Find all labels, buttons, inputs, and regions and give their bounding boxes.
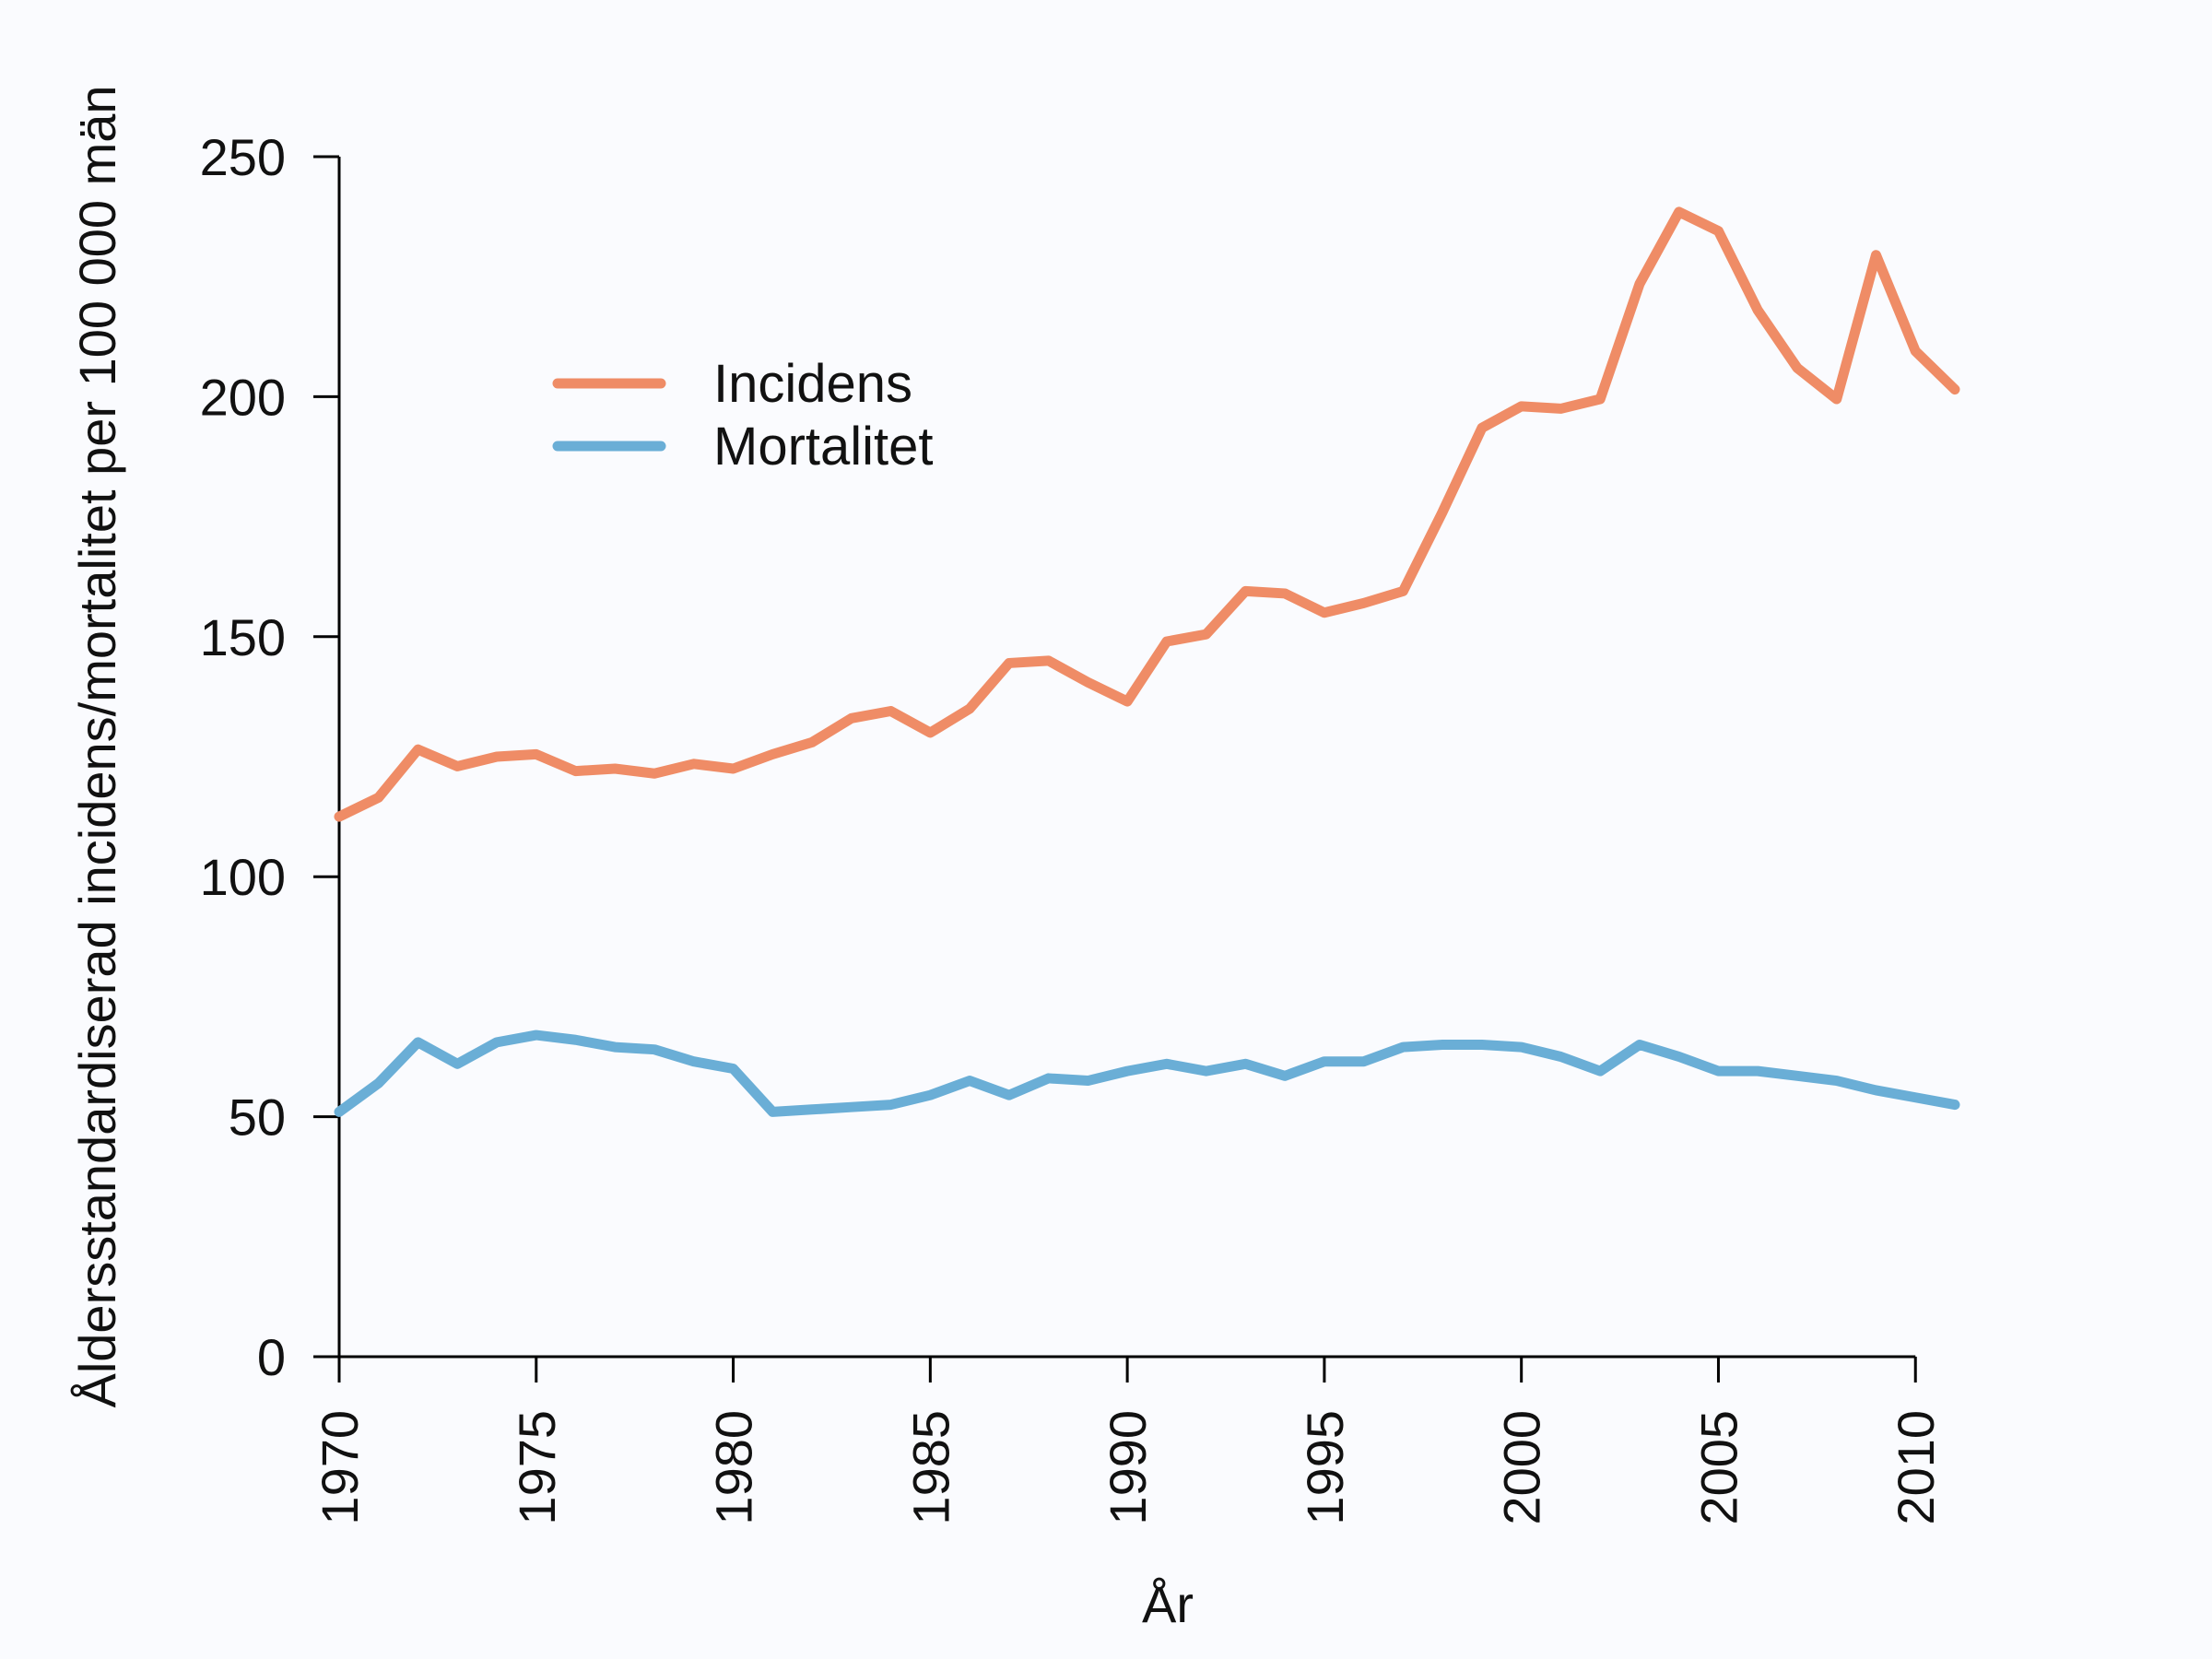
y-tick-label: 100 — [200, 848, 286, 906]
x-tick-label: 1995 — [1296, 1410, 1354, 1525]
y-tick-label: 250 — [200, 128, 286, 186]
series-line-incidens — [334, 206, 1960, 822]
series-line-mortalitet — [334, 1030, 1960, 1117]
series-layer — [334, 206, 1960, 1117]
axes: 0 50 100 150 200 250 1970 1975 1980 1985 1990 1995 2… — [200, 128, 1946, 1525]
y-axis-title: Åldersstandardiserad incidens/mortalitet… — [68, 85, 126, 1407]
x-tick-label: 1970 — [311, 1410, 369, 1525]
x-tick-label: 1990 — [1099, 1410, 1157, 1525]
x-tick-label: 2010 — [1887, 1410, 1945, 1525]
x-tick-label: 1975 — [508, 1410, 566, 1525]
y-tick-label: 50 — [229, 1088, 286, 1147]
x-tick-label: 2005 — [1689, 1410, 1747, 1525]
y-tick-label: 0 — [257, 1328, 286, 1386]
legend-label-incidens: Incidens — [713, 354, 912, 414]
x-tick-label: 2000 — [1493, 1410, 1551, 1525]
x-axis-title: År — [1142, 1575, 1194, 1633]
legend-label-mortalitet: Mortalitet — [713, 417, 934, 477]
x-tick-label: 1980 — [705, 1410, 763, 1525]
x-tick-label: 1985 — [901, 1410, 959, 1525]
y-tick-label: 200 — [200, 368, 286, 426]
y-tick-label: 150 — [200, 608, 286, 666]
legend: Incidens Mortalitet — [552, 354, 934, 477]
